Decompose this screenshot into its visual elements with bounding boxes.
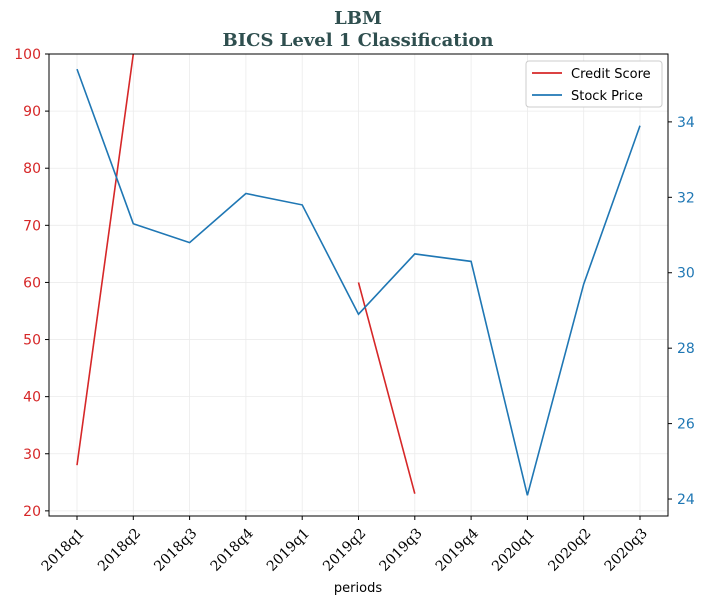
series-lines xyxy=(76,54,641,496)
legend-label: Credit Score xyxy=(571,67,651,82)
grid xyxy=(49,53,668,516)
right-tick-label: 32 xyxy=(677,190,695,206)
x-tick-label: 2018q4 xyxy=(208,525,257,574)
legend-label: Stock Price xyxy=(571,89,643,104)
left-tick-label: 90 xyxy=(23,104,41,120)
left-tick-label: 60 xyxy=(23,275,41,291)
right-tick-label: 26 xyxy=(677,417,695,433)
left-tick-label: 100 xyxy=(14,47,41,63)
series-line-stock-price xyxy=(76,68,641,496)
series-line-credit-score xyxy=(357,282,416,494)
right-tick-label: 28 xyxy=(677,341,695,357)
x-tick-label: 2020q3 xyxy=(602,526,651,575)
left-tick-label: 70 xyxy=(23,218,41,234)
left-tick-label: 80 xyxy=(23,161,41,177)
left-tick-label: 30 xyxy=(23,447,41,463)
chart-subtitle: BICS Level 1 Classification xyxy=(222,30,493,51)
x-axis-label: periods xyxy=(334,581,382,596)
chart-title: LBM xyxy=(334,8,382,29)
series-line-credit-score xyxy=(76,54,135,466)
left-tick-label: 20 xyxy=(23,504,41,520)
x-tick-label: 2020q2 xyxy=(545,526,594,575)
left-tick-label: 50 xyxy=(23,333,41,349)
legend: Credit Score Stock Price xyxy=(525,60,663,108)
x-tick-label: 2018q1 xyxy=(39,526,88,575)
x-tick-label: 2020q1 xyxy=(489,526,538,575)
left-axis: 20 30 40 50 60 70 80 90 100 xyxy=(14,47,49,520)
x-tick-label: 2018q3 xyxy=(151,526,200,575)
x-tick-label: 2019q2 xyxy=(320,526,369,575)
x-tick-label: 2018q2 xyxy=(95,526,144,575)
x-tick-label: 2019q4 xyxy=(433,525,482,574)
right-tick-label: 24 xyxy=(677,492,695,508)
right-tick-label: 34 xyxy=(677,115,695,131)
x-axis: 2018q1 2018q2 2018q3 2018q4 2019q1 2019q2 2019… xyxy=(39,516,651,575)
x-tick-label: 2019q1 xyxy=(264,526,313,575)
left-tick-label: 40 xyxy=(23,390,41,406)
right-axis: 24 26 28 30 32 34 xyxy=(668,115,695,508)
right-tick-label: 30 xyxy=(677,266,695,282)
x-tick-label: 2019q3 xyxy=(376,526,425,575)
